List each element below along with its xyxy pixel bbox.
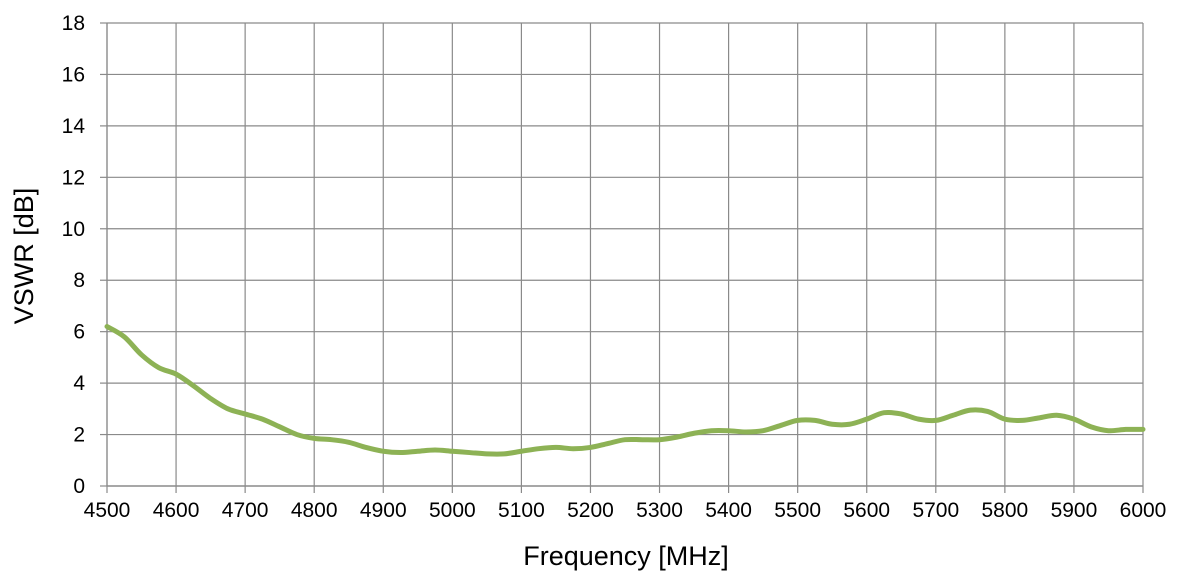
y-tick-label: 14 <box>62 115 86 138</box>
x-tick-label: 4900 <box>360 499 407 522</box>
x-tick-label: 5900 <box>1051 499 1098 522</box>
y-tick-labels: 0 2 4 6 8 10 12 14 16 18 <box>62 12 86 498</box>
axis-layer <box>100 22 1144 493</box>
x-tick-label: 5100 <box>498 499 545 522</box>
series-layer <box>104 324 1146 457</box>
x-tick-label: 5200 <box>567 499 614 522</box>
y-tick-label: 4 <box>73 372 85 395</box>
x-tick-label: 4700 <box>222 499 269 522</box>
y-tick-label: 8 <box>73 269 85 292</box>
y-tick-label: 16 <box>62 63 85 86</box>
x-tick-label: 5000 <box>429 499 476 522</box>
x-tick-label: 5600 <box>843 499 890 522</box>
x-tick-labels: 4500 4600 4700 4800 4900 5000 5100 5200 5300 5400… <box>84 499 1167 522</box>
y-tick-label: 12 <box>62 166 85 189</box>
x-tick-label: 5500 <box>774 499 821 522</box>
grid-layer <box>107 22 1144 486</box>
y-axis-title: VSWR [dB] <box>9 188 39 325</box>
y-tick-label: 2 <box>73 424 85 447</box>
y-tick-label: 18 <box>62 12 85 35</box>
x-tick-label: 4600 <box>153 499 200 522</box>
y-tick-label: 10 <box>62 218 85 241</box>
x-tick-label: 6000 <box>1120 499 1167 522</box>
x-tick-label: 4800 <box>291 499 338 522</box>
x-tick-label: 5800 <box>982 499 1029 522</box>
x-tick-label: 4500 <box>84 499 131 522</box>
x-tick-label: 5700 <box>912 499 959 522</box>
y-tick-label: 6 <box>73 321 85 344</box>
x-tick-label: 5400 <box>705 499 752 522</box>
x-tick-label: 5300 <box>636 499 683 522</box>
x-axis-title: Frequency [MHz] <box>523 541 729 571</box>
y-tick-label: 0 <box>73 475 85 498</box>
vswr-series-line <box>104 324 1146 457</box>
